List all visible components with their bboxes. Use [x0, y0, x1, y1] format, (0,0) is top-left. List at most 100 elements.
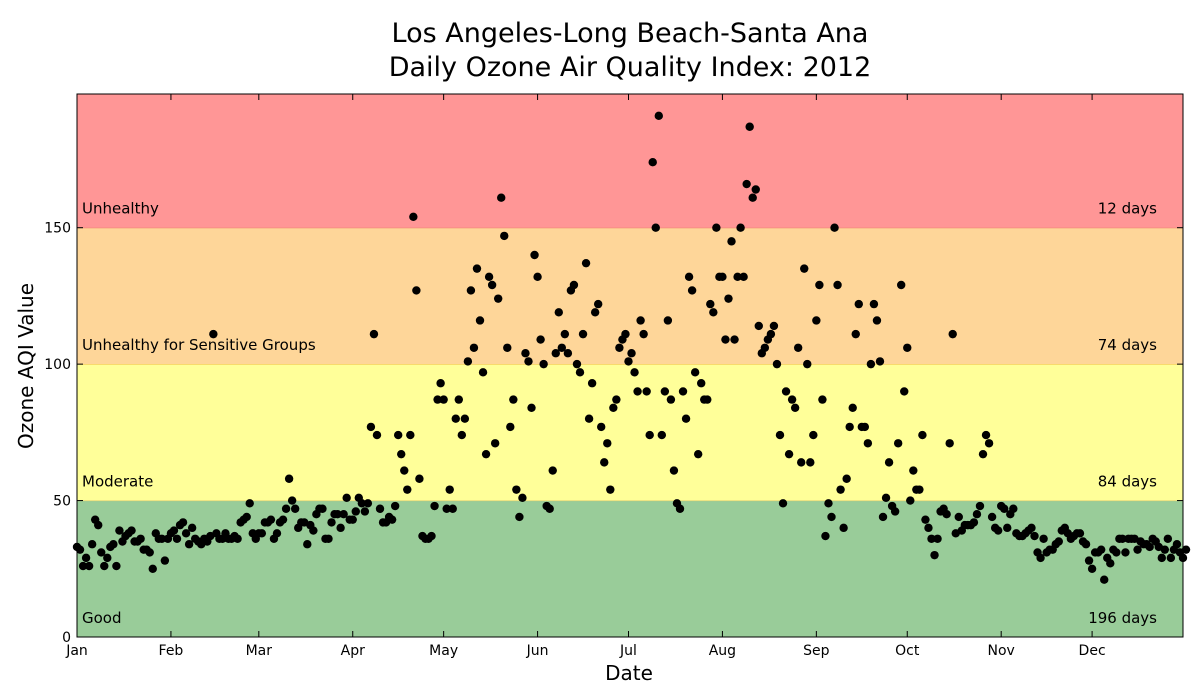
data-point — [657, 430, 667, 440]
y-tick-label: 150 — [44, 221, 71, 237]
data-point — [769, 321, 779, 331]
data-point — [660, 387, 670, 396]
data-point — [127, 526, 136, 535]
data-point — [1036, 553, 1045, 563]
band-days-unhealthy: 12 days — [1098, 200, 1157, 218]
x-tick-label: Mar — [246, 643, 273, 659]
data-point — [721, 335, 730, 344]
data-point — [606, 485, 615, 494]
chart-title-line2: Daily Ozone Air Quality Index: 2012 — [389, 52, 872, 83]
data-point — [145, 548, 154, 557]
data-point — [645, 430, 654, 440]
data-point — [893, 439, 903, 448]
data-point — [472, 264, 482, 273]
data-point — [348, 515, 357, 524]
data-point — [490, 439, 500, 448]
data-point — [863, 439, 873, 448]
data-point — [369, 329, 379, 339]
x-tick-label: Apr — [341, 643, 365, 659]
data-point — [675, 504, 685, 513]
data-point — [896, 280, 906, 290]
data-point — [581, 258, 591, 268]
data-point — [1163, 534, 1173, 543]
data-point — [712, 223, 721, 232]
data-point — [781, 387, 791, 396]
x-tick-label: Dec — [1079, 643, 1106, 659]
data-point — [1084, 556, 1094, 565]
plot-frame — [76, 93, 1184, 638]
data-point — [978, 449, 988, 459]
data-point — [851, 329, 860, 339]
x-tick-label: Jan — [65, 643, 88, 659]
data-point — [784, 449, 794, 459]
data-point — [181, 529, 191, 538]
data-point — [272, 529, 282, 538]
data-point — [1118, 534, 1127, 543]
band-days-good: 196 days — [1088, 609, 1157, 627]
data-point — [839, 523, 848, 533]
data-point — [745, 122, 754, 131]
data-point — [1003, 523, 1012, 533]
data-point — [903, 343, 912, 352]
data-point — [557, 343, 567, 352]
data-point — [739, 272, 748, 282]
data-point — [969, 518, 979, 527]
data-point — [954, 512, 963, 522]
data-point — [597, 422, 606, 432]
data-point — [803, 359, 812, 369]
data-point — [493, 294, 503, 303]
data-point — [809, 430, 818, 440]
data-point — [854, 299, 863, 309]
x-tick-label: May — [429, 643, 458, 659]
data-point — [545, 504, 554, 513]
data-point — [281, 504, 291, 513]
data-point — [760, 343, 770, 352]
data-point — [78, 561, 88, 571]
data-point — [342, 493, 351, 503]
data-point — [584, 414, 594, 423]
data-point — [1009, 504, 1018, 513]
data-point — [457, 430, 467, 440]
data-point — [942, 510, 951, 519]
data-point — [466, 286, 476, 295]
data-point — [1096, 545, 1106, 554]
data-point — [478, 368, 488, 377]
data-point — [651, 223, 660, 232]
data-point — [560, 329, 570, 339]
data-point — [387, 515, 397, 524]
data-point — [787, 395, 797, 404]
data-point — [103, 553, 112, 563]
x-tick-label: Jul — [619, 643, 637, 659]
data-point — [866, 359, 876, 369]
data-point — [806, 458, 815, 467]
data-point — [527, 403, 536, 412]
data-point — [654, 111, 663, 121]
data-point — [642, 387, 651, 396]
data-point — [872, 316, 882, 325]
data-point — [993, 526, 1003, 535]
data-point — [593, 299, 603, 309]
data-point — [772, 359, 782, 369]
data-point — [793, 343, 803, 352]
data-point — [612, 395, 621, 404]
data-point — [578, 329, 588, 339]
data-point — [100, 561, 109, 571]
data-point — [669, 466, 679, 475]
data-point — [751, 185, 760, 194]
data-point — [975, 501, 985, 511]
data-point — [824, 499, 833, 508]
data-point — [881, 493, 891, 503]
data-point — [987, 512, 997, 522]
data-point — [442, 504, 451, 513]
band-unhealthy — [77, 94, 1183, 228]
data-point — [84, 561, 94, 571]
data-point — [1112, 548, 1121, 557]
data-point — [400, 466, 409, 475]
data-point — [775, 430, 785, 440]
data-point — [1081, 540, 1091, 549]
data-point — [393, 430, 403, 440]
data-point — [512, 485, 521, 494]
data-point — [890, 507, 900, 516]
data-point — [172, 534, 182, 543]
data-point — [481, 449, 491, 459]
